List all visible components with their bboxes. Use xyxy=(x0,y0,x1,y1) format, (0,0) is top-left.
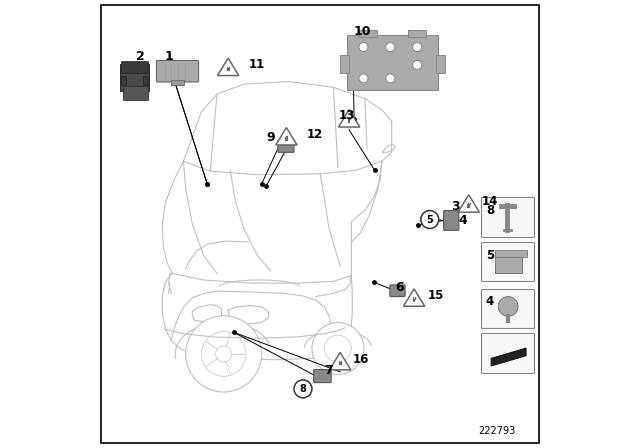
Bar xyxy=(227,68,230,71)
Circle shape xyxy=(499,297,518,316)
FancyBboxPatch shape xyxy=(157,60,198,82)
Text: 13: 13 xyxy=(339,109,355,122)
FancyBboxPatch shape xyxy=(347,35,438,90)
FancyBboxPatch shape xyxy=(120,64,149,91)
Circle shape xyxy=(312,323,364,375)
Bar xyxy=(495,250,527,257)
Polygon shape xyxy=(276,128,297,145)
Circle shape xyxy=(359,43,368,52)
Bar xyxy=(408,30,426,37)
Text: 10: 10 xyxy=(353,25,371,38)
Text: 222793: 222793 xyxy=(478,426,516,436)
Bar xyxy=(143,76,148,85)
Bar xyxy=(285,137,288,141)
Circle shape xyxy=(294,380,312,398)
Bar xyxy=(436,55,445,73)
Circle shape xyxy=(324,335,351,362)
Text: 5: 5 xyxy=(426,215,433,224)
Text: 12: 12 xyxy=(307,128,323,141)
FancyBboxPatch shape xyxy=(121,61,148,73)
Text: 16: 16 xyxy=(353,353,369,366)
Circle shape xyxy=(421,211,439,228)
FancyBboxPatch shape xyxy=(124,86,148,100)
Polygon shape xyxy=(330,353,351,370)
Bar xyxy=(121,76,126,85)
Circle shape xyxy=(413,43,422,52)
Text: 5: 5 xyxy=(486,249,494,262)
FancyBboxPatch shape xyxy=(444,211,459,230)
FancyBboxPatch shape xyxy=(481,289,534,328)
Polygon shape xyxy=(491,348,526,366)
Text: 7: 7 xyxy=(324,364,333,378)
Circle shape xyxy=(186,316,262,392)
Text: 15: 15 xyxy=(428,289,444,302)
Text: 2: 2 xyxy=(136,49,144,63)
Text: 14: 14 xyxy=(481,195,498,208)
Circle shape xyxy=(216,346,232,362)
Bar xyxy=(172,80,184,85)
Circle shape xyxy=(386,74,395,83)
Text: 11: 11 xyxy=(248,58,264,72)
Text: 6: 6 xyxy=(396,281,404,294)
FancyBboxPatch shape xyxy=(390,285,405,297)
Bar xyxy=(467,204,470,208)
Polygon shape xyxy=(403,289,425,306)
FancyBboxPatch shape xyxy=(481,197,534,237)
Bar xyxy=(340,55,349,73)
Circle shape xyxy=(413,60,422,69)
FancyBboxPatch shape xyxy=(481,333,534,373)
Bar xyxy=(413,298,415,302)
Text: 9: 9 xyxy=(267,131,275,144)
FancyBboxPatch shape xyxy=(495,251,522,273)
Circle shape xyxy=(386,43,395,52)
Text: 8: 8 xyxy=(486,204,494,217)
Bar xyxy=(359,30,377,37)
Polygon shape xyxy=(218,58,239,76)
Text: 4: 4 xyxy=(486,295,494,308)
Polygon shape xyxy=(339,110,360,127)
Bar xyxy=(348,119,351,123)
Circle shape xyxy=(201,332,246,376)
Polygon shape xyxy=(458,195,479,212)
FancyBboxPatch shape xyxy=(314,370,332,383)
FancyBboxPatch shape xyxy=(278,141,294,152)
Text: 4: 4 xyxy=(459,214,468,227)
Text: 8: 8 xyxy=(300,384,307,394)
Circle shape xyxy=(359,74,368,83)
Text: 1: 1 xyxy=(164,49,173,63)
Bar xyxy=(339,362,342,366)
Text: 3: 3 xyxy=(451,200,460,214)
FancyBboxPatch shape xyxy=(481,242,534,281)
